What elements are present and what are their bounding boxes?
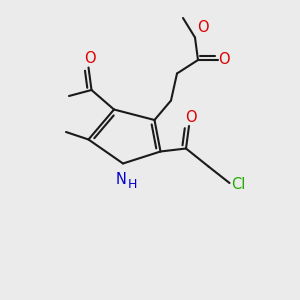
Text: O: O xyxy=(185,110,196,124)
Text: O: O xyxy=(197,20,208,34)
Text: Cl: Cl xyxy=(231,177,245,192)
Text: N: N xyxy=(116,172,127,188)
Text: H: H xyxy=(128,178,138,191)
Text: O: O xyxy=(84,51,96,66)
Text: O: O xyxy=(218,52,229,68)
